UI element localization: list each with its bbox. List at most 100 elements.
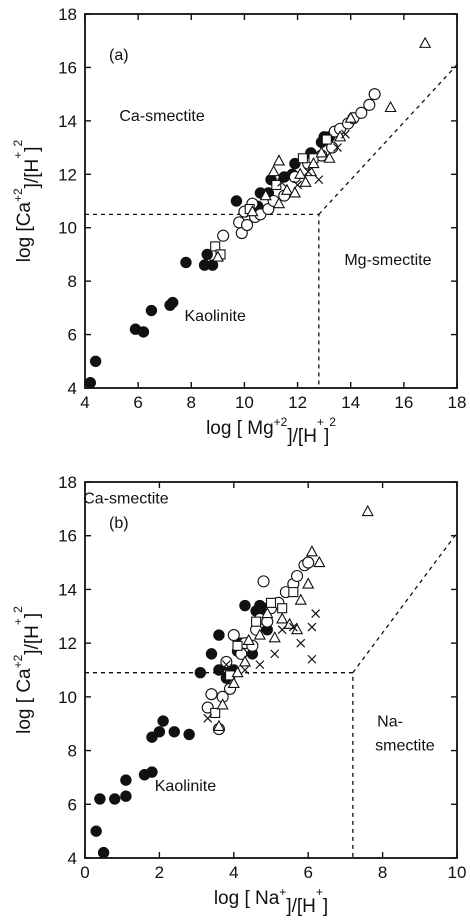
point-open-triangle (211, 250, 224, 262)
point-filled-circle (289, 157, 301, 170)
point-filled-circle (166, 296, 179, 309)
point-cross (296, 638, 306, 648)
y-axis-label: log [Ca+2]/[H+]2 (11, 139, 43, 262)
point-filled-circle (94, 793, 106, 805)
point-cross (221, 660, 231, 670)
plot-frame (84, 481, 458, 859)
point-open-circle (217, 229, 230, 242)
y-tick-label: 14 (58, 580, 77, 599)
point-open-triangle (307, 156, 320, 169)
y-tick-label: 14 (58, 112, 77, 131)
x-axis-label-pre: log [ Na (214, 888, 280, 909)
x-axis-label: log [ Mg+2]/[H+]2 (206, 415, 336, 447)
point-open-triangle (253, 628, 266, 640)
point-open-square (288, 587, 299, 598)
x-tick-label: 6 (133, 393, 142, 412)
point-filled-circle (183, 728, 195, 741)
point-filled-circle (194, 666, 207, 679)
point-cross (203, 713, 213, 723)
point-cross (307, 654, 317, 664)
point-open-triangle (280, 183, 294, 195)
y-axis-label: log [ Ca+2]/[H+]2 (11, 606, 43, 734)
point-open-square (210, 241, 221, 252)
region-label: Mg-smectite (344, 252, 431, 269)
y-tick-label: 8 (68, 272, 77, 291)
point-open-square (251, 616, 262, 627)
x-axis-label-sup1: + (279, 885, 286, 899)
y-axis-label-post: ] (22, 146, 43, 151)
point-cross (311, 609, 321, 619)
x-axis-label: log [ Na+]/[H+] (214, 885, 328, 917)
x-axis-label-sup2: + (317, 415, 324, 429)
x-axis-label-sup2: + (316, 885, 323, 899)
x-axis-label-mid: ]/[H (287, 426, 317, 447)
region-label: Kaolinite (185, 308, 246, 325)
point-open-triangle (418, 36, 432, 48)
y-axis-label-sup3: 2 (11, 139, 25, 146)
region-label: Na- (377, 713, 403, 730)
y-axis-label-mid: ]/[H (22, 159, 43, 189)
plot-frame (84, 13, 458, 389)
point-open-triangle (361, 504, 374, 517)
region-label: Ca-smectite (119, 108, 204, 125)
point-open-triangle (231, 666, 244, 678)
point-filled-circle (153, 726, 166, 738)
panel-label: (a) (109, 47, 129, 64)
point-open-triangle (294, 593, 307, 605)
point-open-triangle (305, 545, 319, 557)
y-tick-label: 6 (68, 795, 77, 814)
point-open-triangle (276, 612, 289, 624)
point-open-circle (290, 569, 304, 583)
y-tick-label: 12 (58, 634, 77, 653)
point-filled-circle (120, 774, 132, 786)
x-axis-label-sup3: 2 (329, 415, 336, 429)
point-open-circle (302, 556, 315, 569)
point-open-circle (241, 218, 254, 232)
x-tick-label: 14 (341, 393, 360, 412)
y-axis-label-pre: log [Ca (14, 202, 35, 263)
point-filled-circle (201, 248, 213, 261)
x-tick-label: 2 (155, 863, 164, 882)
x-axis-label-post: ] (323, 896, 328, 917)
point-open-triangle (267, 164, 280, 177)
point-open-triangle (212, 719, 226, 731)
point-open-triangle (227, 676, 240, 688)
point-open-triangle (302, 577, 315, 589)
point-filled-circle (89, 355, 102, 367)
point-open-circle (257, 575, 270, 588)
point-open-circle (220, 655, 233, 668)
point-filled-circle (205, 648, 218, 660)
y-axis-label-post: ] (22, 613, 43, 618)
point-open-square (321, 134, 332, 145)
y-axis-label-sup1: +2 (11, 188, 25, 202)
point-cross (277, 177, 287, 187)
region-label: Kaolinite (155, 778, 216, 795)
point-open-triangle (313, 555, 326, 568)
y-tick-label: 16 (58, 527, 77, 546)
y-tick-label: 10 (58, 688, 77, 707)
point-cross (240, 665, 250, 675)
point-open-circle (205, 688, 218, 701)
y-axis-label-sup3: 2 (11, 606, 25, 613)
y-tick-label: 4 (68, 849, 77, 868)
x-tick-label: 6 (303, 863, 312, 882)
point-open-square (210, 707, 221, 719)
point-filled-circle (239, 599, 251, 612)
point-cross (340, 129, 350, 139)
point-open-triangle (344, 111, 357, 123)
point-cross (277, 625, 287, 635)
point-open-triangle (268, 631, 281, 643)
x-tick-label: 8 (187, 393, 196, 412)
point-cross (255, 660, 265, 670)
point-open-triangle (384, 100, 397, 113)
x-tick-label: 16 (394, 393, 413, 412)
region-label: smectite (375, 738, 435, 755)
point-open-square (232, 640, 243, 651)
y-tick-label: 6 (68, 326, 77, 345)
point-open-triangle (299, 175, 312, 187)
point-filled-circle (213, 629, 225, 641)
point-open-triangle (323, 151, 336, 163)
